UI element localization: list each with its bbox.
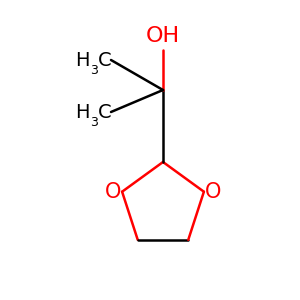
- Text: C: C: [98, 50, 112, 70]
- Text: O: O: [105, 182, 121, 202]
- Text: H: H: [76, 50, 90, 70]
- Text: 3: 3: [90, 116, 98, 129]
- Text: OH: OH: [146, 26, 180, 46]
- Text: C: C: [98, 103, 112, 122]
- Text: H: H: [76, 103, 90, 122]
- Text: 3: 3: [90, 64, 98, 77]
- Text: O: O: [205, 182, 221, 202]
